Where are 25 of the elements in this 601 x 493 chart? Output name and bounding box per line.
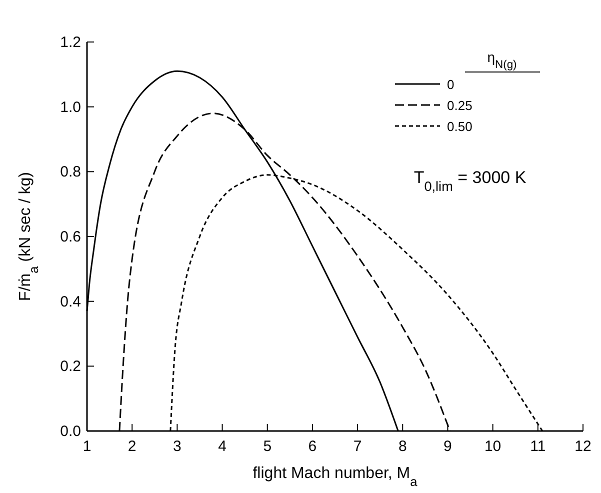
x-tick-label: 8 — [398, 438, 407, 455]
x-tick-label: 3 — [173, 438, 182, 455]
legend-label: 0.25 — [447, 98, 472, 113]
x-tick-label: 11 — [530, 438, 546, 455]
y-tick-label: 1.0 — [60, 98, 81, 116]
x-axis-title: flight Mach number, M$_{a}$ — [252, 465, 418, 488]
y-tick-label: 0.4 — [60, 293, 81, 310]
x-tick-label: 5 — [263, 438, 272, 455]
y-tick-label: 1.2 — [60, 34, 81, 51]
x-tick-label: 9 — [444, 438, 452, 455]
x-tick-label: 2 — [128, 438, 136, 455]
x-tick-label: 4 — [218, 438, 226, 455]
x-tick-label: 1 — [82, 438, 92, 455]
x-tick-label: 12 — [574, 438, 592, 455]
y-tick-label: 0.2 — [60, 358, 81, 376]
y-tick-label: 0.8 — [60, 164, 81, 181]
legend-title: η$_{N(g)}$ — [487, 49, 518, 71]
x-tick-label: 6 — [308, 438, 317, 455]
legend-label: 0.50 — [447, 119, 472, 134]
legend-label: 0 — [447, 77, 454, 92]
y-tick-label: 0.6 — [60, 228, 81, 246]
x-tick-label: 7 — [353, 438, 362, 455]
x-tick-label: 10 — [484, 438, 502, 455]
annotation: T$_{0,lim}$ = 3000 K — [414, 168, 527, 194]
y-tick-label: 0.0 — [60, 423, 81, 440]
